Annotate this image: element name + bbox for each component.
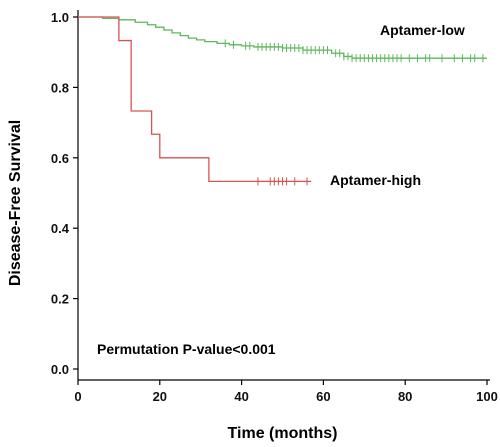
series-layer	[78, 16, 487, 186]
x-tick-label: 0	[74, 389, 81, 404]
y-tick-label: 0.2	[51, 292, 69, 307]
series-label-aptamer-high: Aptamer-high	[330, 172, 421, 188]
x-tick-label: 40	[234, 389, 248, 404]
y-axis-title: Disease-Free Survival	[7, 120, 24, 286]
survival-curve-aptamer-high	[78, 16, 312, 183]
x-tick-label: 80	[398, 389, 412, 404]
y-tick-label: 0.4	[51, 221, 70, 236]
x-tick-label: 100	[476, 389, 498, 404]
x-tick-label: 20	[153, 389, 167, 404]
series-label-aptamer-low: Aptamer-low	[380, 22, 465, 38]
y-tick-label: 0.0	[51, 362, 69, 377]
x-axis-title: Time (months)	[228, 425, 338, 442]
y-tick-label: 0.6	[51, 151, 69, 166]
axes: 0.0 0.2 0.4 0.6 0.8 1.0 0 20 40 60 80 100	[51, 10, 498, 404]
y-tick-label: 1.0	[51, 10, 69, 25]
p-value-annotation: Permutation P-value<0.001	[97, 341, 276, 357]
y-tick-label: 0.8	[51, 80, 69, 95]
survival-curve-aptamer-low	[78, 16, 487, 59]
x-tick-label: 60	[316, 389, 330, 404]
